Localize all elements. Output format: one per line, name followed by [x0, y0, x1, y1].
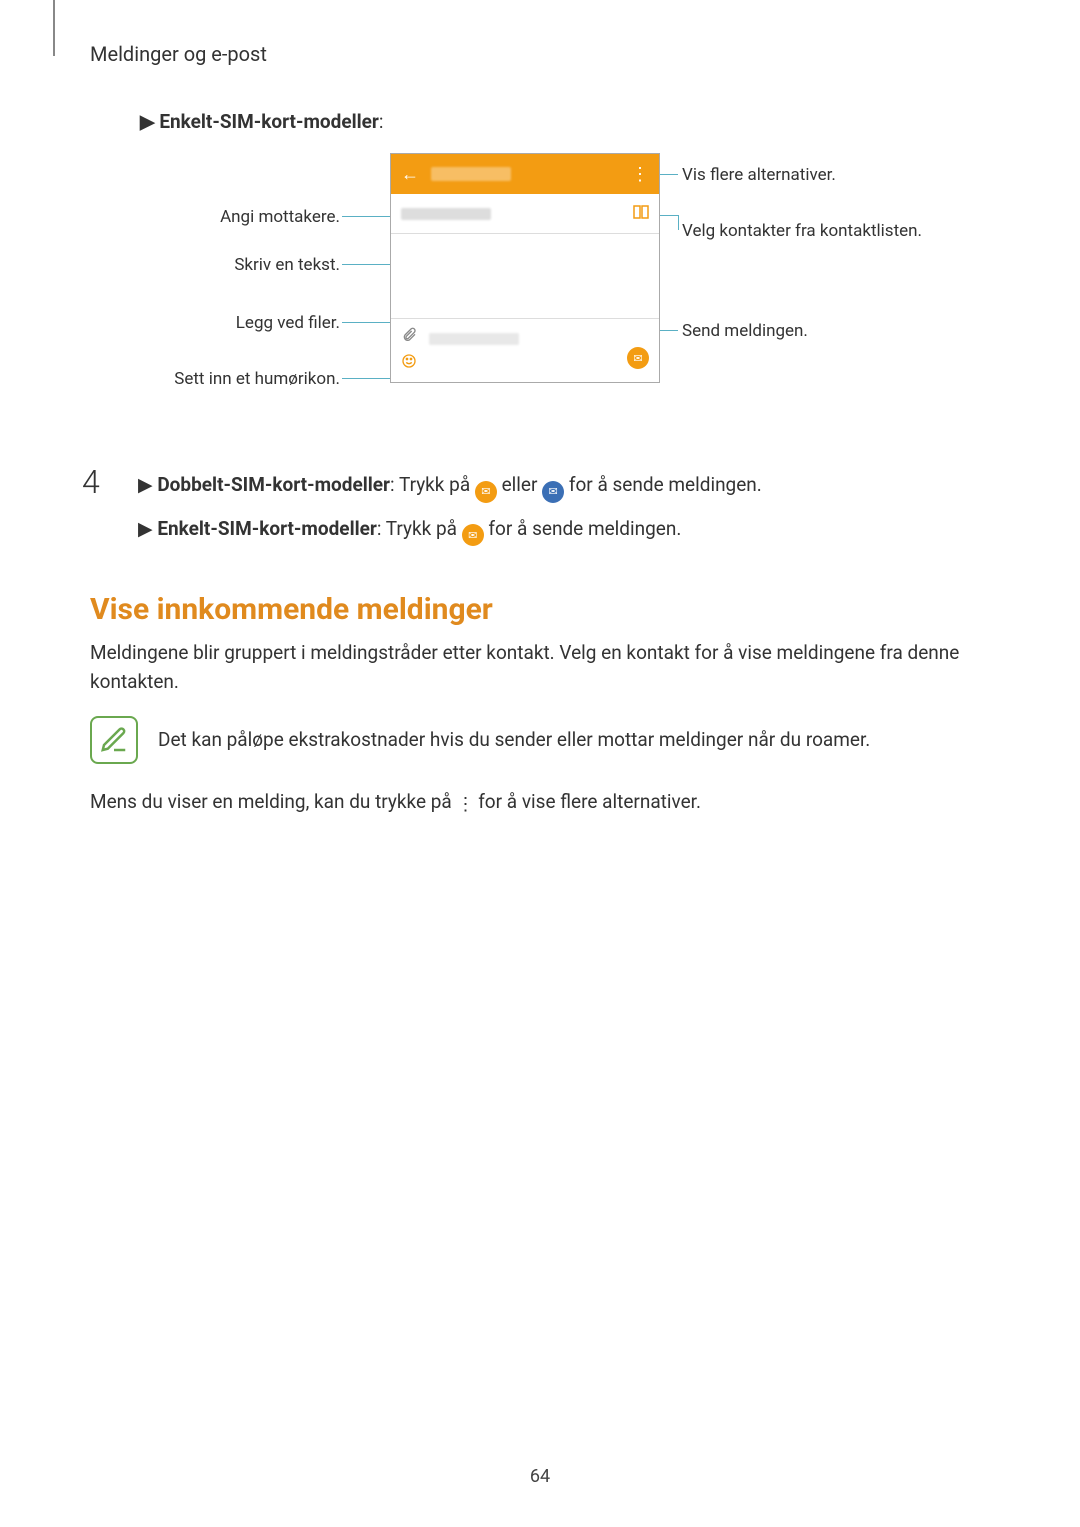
contacts-icon[interactable] — [633, 204, 649, 224]
back-icon[interactable]: ← — [401, 164, 419, 185]
callout-attach: Legg ved filer. — [210, 313, 340, 333]
bullet-suffix: : — [379, 110, 384, 133]
arrow: ▶ — [138, 517, 157, 540]
page-header: Meldinger og e-post — [90, 42, 267, 66]
step4-line2: ▶ Enkelt-SIM-kort-modeller: Trykk på ✉ f… — [138, 517, 1000, 547]
attach-icon[interactable] — [401, 327, 417, 347]
note-text: Det kan påløpe ekstrakostnader hvis du s… — [158, 726, 870, 755]
emoji-icon[interactable] — [401, 353, 417, 373]
callout-recipients: Angi mottakere. — [200, 207, 340, 227]
recipients-row — [391, 194, 659, 234]
note-icon — [90, 716, 138, 764]
bullet-arrow: ▶ — [140, 110, 159, 133]
send-icon-sim1: ✉ — [475, 481, 497, 503]
para2-b: for å vise flere alternativer. — [473, 790, 701, 813]
callout-text: Skriv en tekst. — [215, 255, 340, 275]
more-options-icon: ⋮ — [456, 791, 473, 818]
bullet-single-sim: ▶ Enkelt-SIM-kort-modeller: — [140, 110, 1000, 133]
page-number: 64 — [0, 1466, 1080, 1487]
line2-bold: Enkelt-SIM-kort-modeller — [157, 517, 377, 540]
line1-mid: eller — [497, 473, 542, 496]
message-body-area[interactable] — [391, 234, 659, 319]
line1-bold: Dobbelt-SIM-kort-modeller — [157, 473, 390, 496]
note-box: Det kan påløpe ekstrakostnader hvis du s… — [90, 716, 1000, 764]
bullet-bold: Enkelt-SIM-kort-modeller — [159, 110, 379, 133]
send-icon[interactable]: ✉ — [627, 347, 649, 369]
phone-app-bar: ← ⋮ — [391, 154, 659, 194]
send-icon-sim2: ✉ — [542, 481, 564, 503]
page-content: ▶ Enkelt-SIM-kort-modeller: Angi mottake… — [90, 110, 1000, 838]
page-margin-rule — [53, 0, 55, 56]
paragraph-1: Meldingene blir gruppert i meldingstråde… — [90, 639, 1000, 696]
callout-emoji: Sett inn et humørikon. — [145, 369, 340, 389]
callout-contacts: Velg kontakter fra kontaktlisten. — [682, 221, 922, 241]
arrow: ▶ — [138, 473, 157, 496]
step-number: 4 — [82, 463, 100, 501]
leader-line — [678, 215, 679, 230]
line2-end: for å sende meldingen. — [484, 517, 682, 540]
title-placeholder — [431, 167, 511, 181]
footer-icon-column — [401, 327, 417, 373]
callout-more: Vis flere alternativer. — [682, 165, 836, 185]
paragraph-2: Mens du viser en melding, kan du trykke … — [90, 788, 1000, 818]
line1-after: : Trykk på — [390, 473, 475, 496]
line1-end: for å sende meldingen. — [564, 473, 762, 496]
callout-send: Send meldingen. — [682, 321, 808, 341]
compose-footer: ✉ — [391, 319, 659, 381]
step4-line1: ▶ Dobbelt-SIM-kort-modeller: Trykk på ✉ … — [138, 473, 1000, 503]
compose-placeholder[interactable] — [429, 333, 519, 345]
para2-a: Mens du viser en melding, kan du trykke … — [90, 790, 456, 813]
line2-after: : Trykk på — [377, 517, 462, 540]
more-icon[interactable]: ⋮ — [631, 164, 649, 185]
recipients-placeholder[interactable] — [401, 208, 491, 220]
step-4: 4 ▶ Dobbelt-SIM-kort-modeller: Trykk på … — [90, 473, 1000, 546]
phone-diagram: Angi mottakere. Skriv en tekst. Legg ved… — [90, 153, 1000, 443]
phone-mockup: ← ⋮ ✉ — [390, 153, 660, 383]
send-icon-single: ✉ — [462, 524, 484, 546]
section-heading: Vise innkommende meldinger — [90, 592, 1000, 627]
